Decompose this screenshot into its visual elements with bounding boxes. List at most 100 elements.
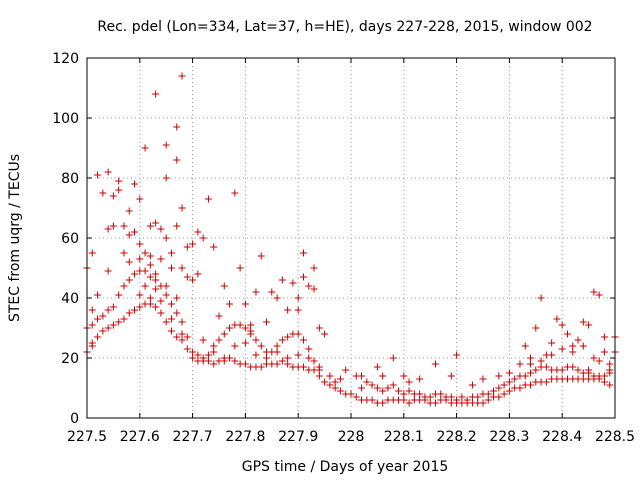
data-point [210, 243, 218, 251]
data-point [141, 282, 149, 290]
data-point [136, 255, 144, 263]
data-point [136, 240, 144, 248]
y-tick-label: 60 [61, 231, 79, 247]
data-point [516, 360, 524, 368]
data-point [178, 264, 186, 272]
data-point [305, 354, 313, 362]
data-point [321, 330, 329, 338]
data-point [532, 366, 540, 374]
data-point [585, 366, 593, 374]
data-point [358, 372, 366, 380]
data-point [99, 312, 107, 320]
data-point [247, 321, 255, 329]
data-point [183, 243, 191, 251]
data-point [389, 381, 397, 389]
data-point [136, 195, 144, 203]
data-point [384, 384, 392, 392]
data-point [521, 342, 529, 350]
data-point [563, 330, 571, 338]
data-point [120, 249, 128, 257]
data-point [257, 363, 265, 371]
data-point [109, 192, 117, 200]
data-point [505, 378, 513, 386]
data-point [152, 270, 160, 278]
x-tick-label: 228 [338, 429, 365, 445]
data-point [109, 222, 117, 230]
data-point [299, 336, 307, 344]
data-point [527, 354, 535, 362]
data-point [241, 324, 249, 332]
data-point [141, 267, 149, 275]
data-point [447, 372, 455, 380]
data-point [479, 375, 487, 383]
data-point [210, 348, 218, 356]
data-point [294, 306, 302, 314]
data-point [136, 303, 144, 311]
data-point [210, 342, 218, 350]
data-point [495, 393, 503, 401]
data-point [305, 282, 313, 290]
data-point [315, 324, 323, 332]
data-point [299, 273, 307, 281]
data-point [527, 381, 535, 389]
data-point [363, 378, 371, 386]
data-point [157, 282, 165, 290]
data-point [157, 309, 165, 317]
data-point [284, 333, 292, 341]
data-point [247, 327, 255, 335]
data-point [574, 336, 582, 344]
data-point [521, 372, 529, 380]
data-point [94, 291, 102, 299]
data-point [189, 240, 197, 248]
data-point [257, 252, 265, 260]
data-point [146, 294, 154, 302]
data-point [88, 306, 96, 314]
data-point [252, 351, 260, 359]
data-point [595, 357, 603, 365]
data-point [231, 342, 239, 350]
data-point [310, 285, 318, 293]
data-point [94, 315, 102, 323]
data-point [273, 348, 281, 356]
x-tick-label: 227.8 [225, 429, 265, 445]
data-point [178, 318, 186, 326]
data-point [389, 354, 397, 362]
data-point [395, 387, 403, 395]
data-point [590, 375, 598, 383]
data-point [606, 360, 614, 368]
data-point [294, 294, 302, 302]
data-point [373, 384, 381, 392]
data-point [131, 228, 139, 236]
data-point [527, 369, 535, 377]
data-point [600, 372, 608, 380]
data-point [120, 222, 128, 230]
data-point [204, 351, 212, 359]
x-tick-label: 228.4 [542, 429, 582, 445]
y-tick-label: 100 [52, 111, 79, 127]
data-point [173, 123, 181, 131]
data-point [178, 336, 186, 344]
data-point [125, 207, 133, 215]
data-point [284, 306, 292, 314]
data-point [162, 291, 170, 299]
data-point [120, 315, 128, 323]
data-point [273, 294, 281, 302]
data-point [189, 276, 197, 284]
data-point [204, 195, 212, 203]
data-point [167, 249, 175, 257]
data-point [326, 381, 334, 389]
x-tick-label: 228.1 [384, 429, 424, 445]
data-point [400, 372, 408, 380]
data-point [146, 222, 154, 230]
data-point [321, 378, 329, 386]
data-point [263, 318, 271, 326]
data-point [458, 393, 466, 401]
data-point [146, 273, 154, 281]
data-point [178, 204, 186, 212]
data-point [125, 309, 133, 317]
data-point [405, 387, 413, 395]
data-point [189, 348, 197, 356]
data-point [500, 390, 508, 398]
data-point [220, 354, 228, 362]
data-point [310, 264, 318, 272]
